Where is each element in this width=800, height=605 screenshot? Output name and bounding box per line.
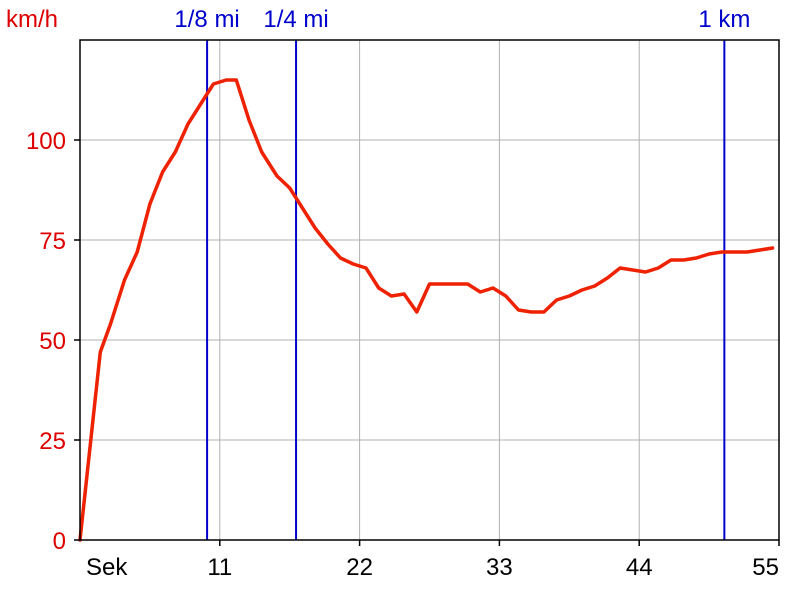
- plot-frame: [79, 39, 780, 541]
- grid: [80, 40, 779, 540]
- x-tick-label: 33: [486, 554, 513, 581]
- y-axis-label: km/h: [6, 6, 58, 33]
- x-tick-label: 22: [346, 554, 373, 581]
- x-tick-label: 55: [752, 554, 779, 581]
- y-tick-label: 50: [39, 328, 66, 355]
- y-tick-label: 0: [53, 528, 66, 555]
- y-tick-label: 25: [39, 428, 66, 455]
- y-tick-label: 100: [26, 128, 66, 155]
- x-tick-label: 11: [207, 554, 232, 581]
- distance-marker-label: 1/4 mi: [263, 6, 328, 33]
- x-axis-label: Sek: [86, 554, 128, 581]
- x-tick-label: 44: [626, 554, 653, 581]
- distance-marker-label: 1 km: [698, 6, 750, 33]
- series-layer: [78, 78, 775, 542]
- distance-markers: 1/8 mi 1/4 mi 1 km: [174, 6, 750, 540]
- speed-series-line: [78, 78, 775, 542]
- y-tick-label: 75: [39, 228, 66, 255]
- axes: 0 25 50 75 100 11 22 33 44 55: [26, 128, 780, 581]
- distance-marker-label: 1/8 mi: [174, 6, 239, 33]
